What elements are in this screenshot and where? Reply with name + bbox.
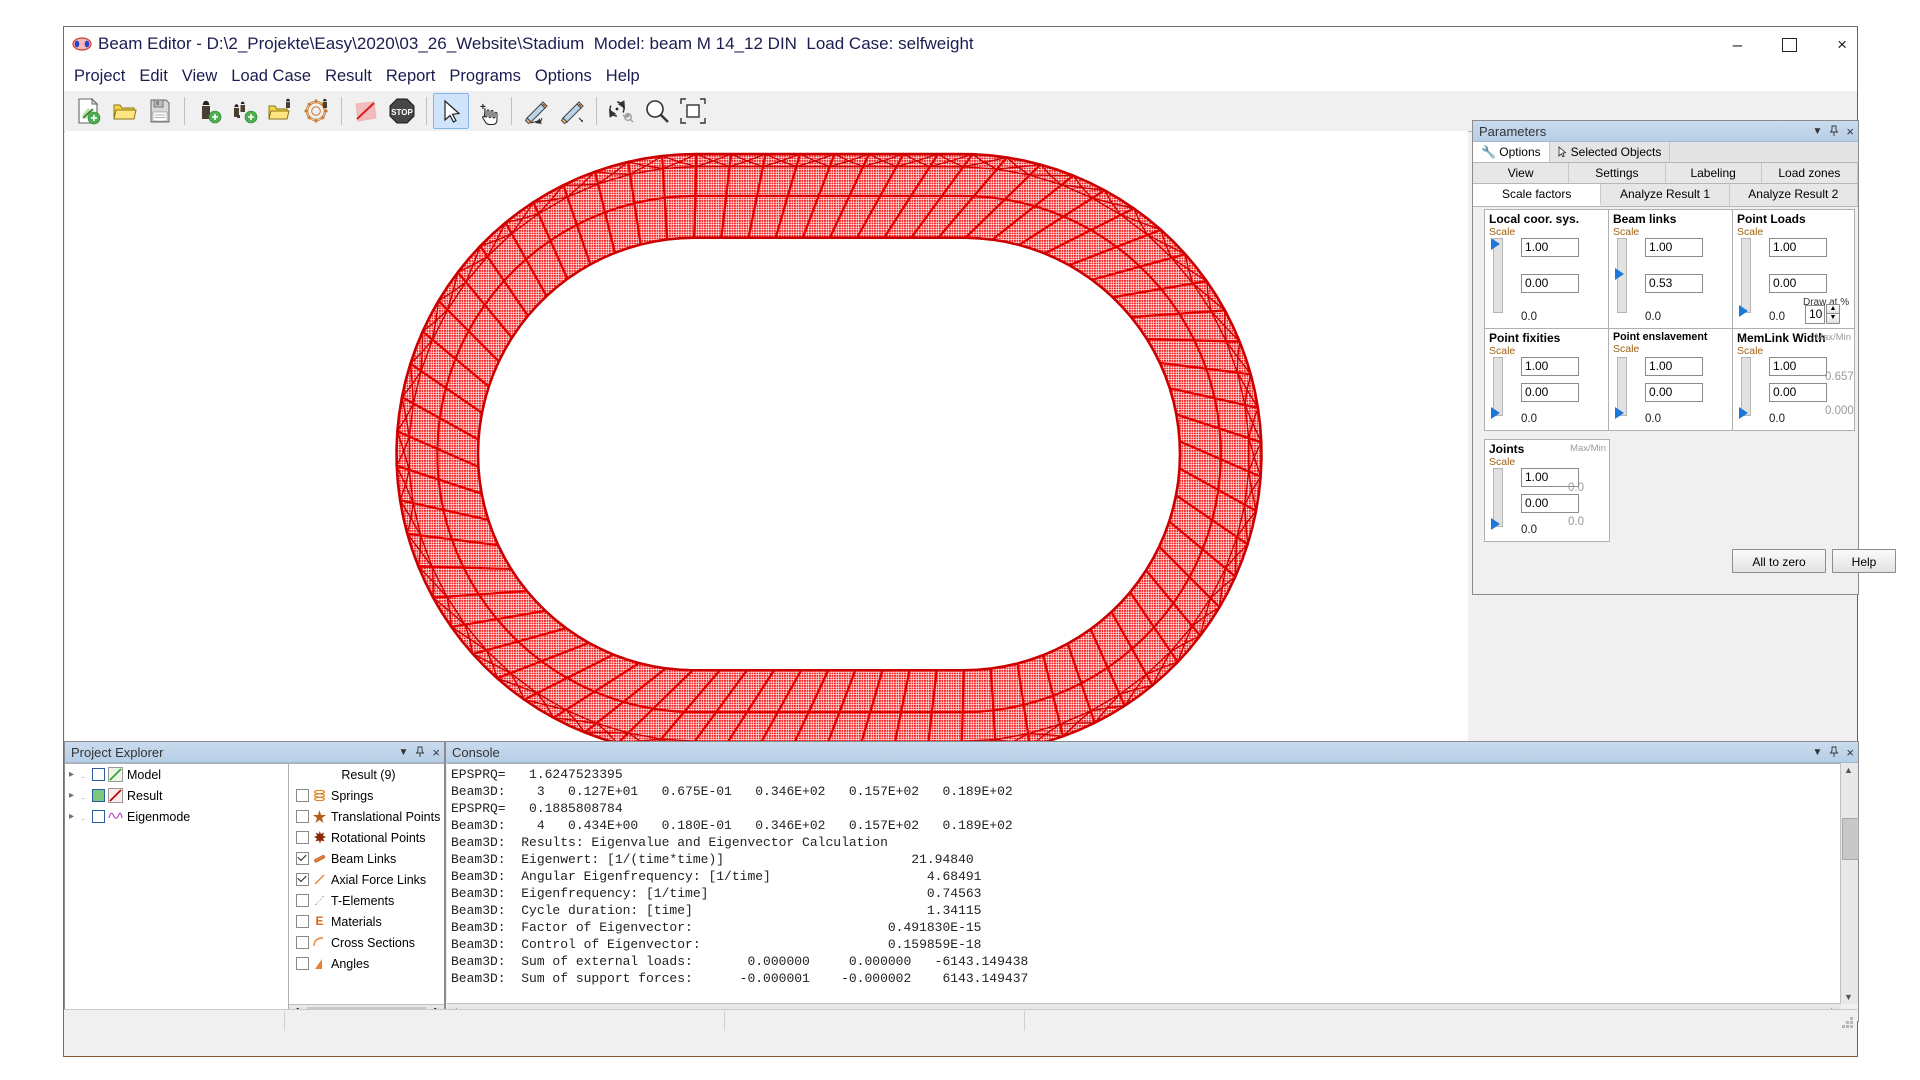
- svg-text:STOP: STOP: [391, 108, 413, 117]
